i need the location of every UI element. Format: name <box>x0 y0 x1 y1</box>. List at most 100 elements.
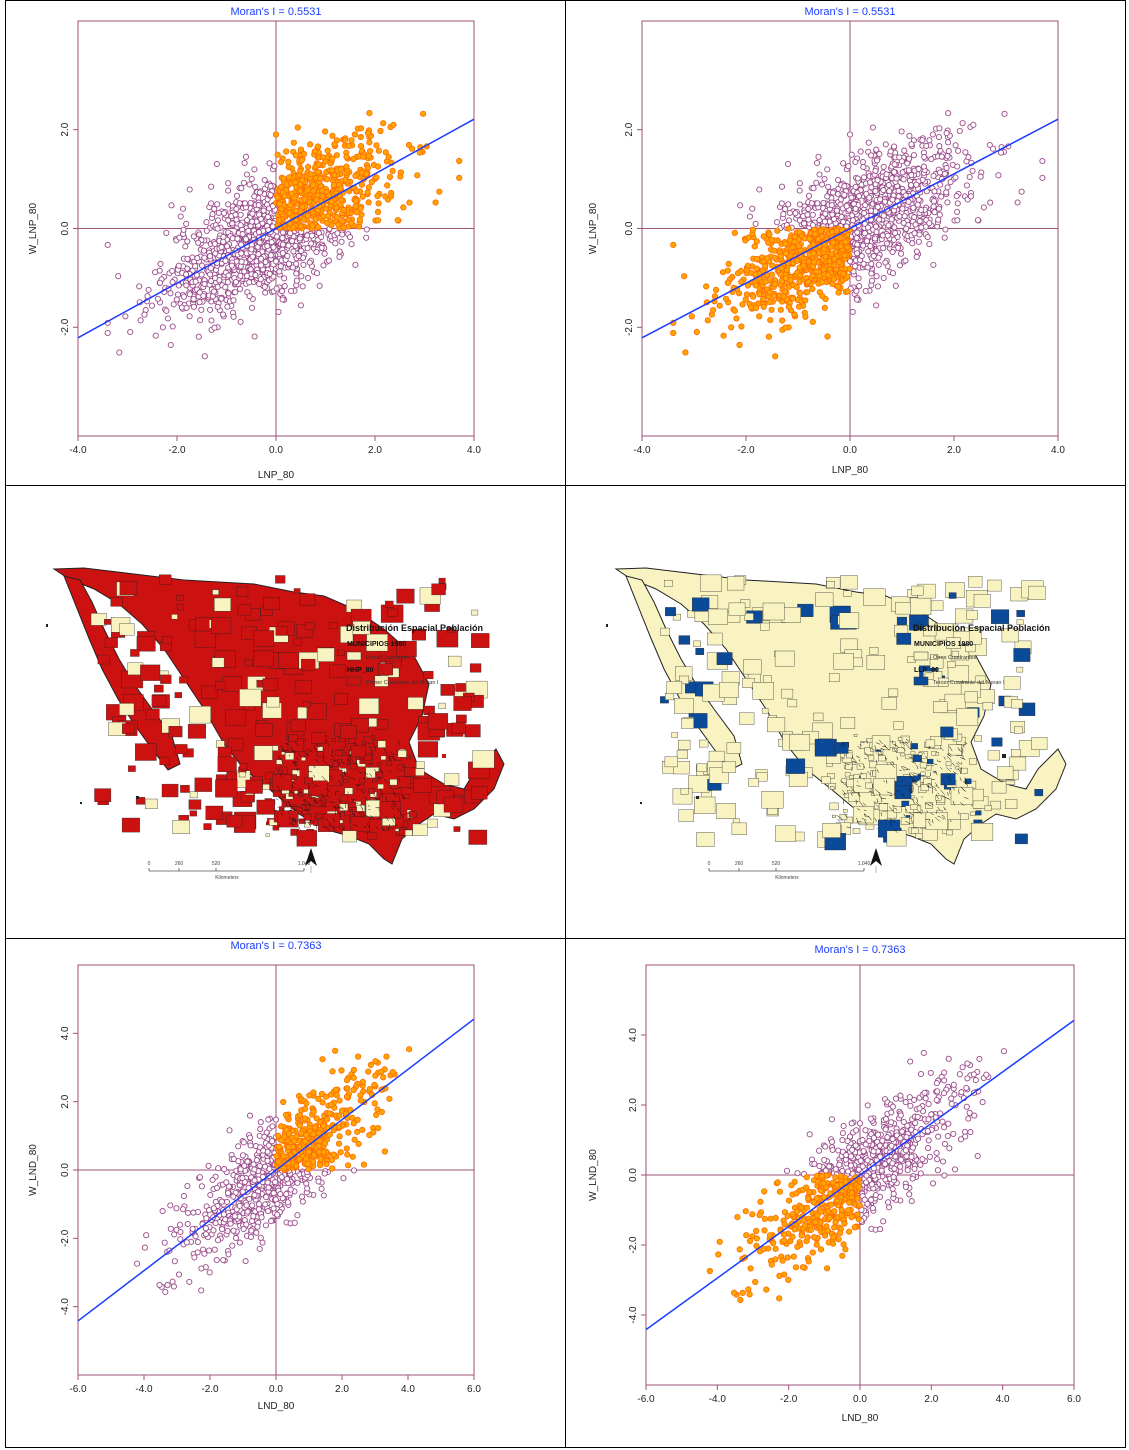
municipality <box>290 719 306 732</box>
data-point <box>208 200 215 207</box>
boundary-stroke <box>328 823 331 827</box>
municipality <box>948 592 957 599</box>
data-point-highlight <box>753 238 760 245</box>
municipality <box>1009 756 1027 771</box>
data-point <box>887 148 894 155</box>
boundary-stroke <box>901 741 907 745</box>
boundary-stroke <box>297 805 303 809</box>
data-point <box>183 282 190 289</box>
data-point <box>346 234 354 241</box>
boundary-stroke <box>355 784 361 787</box>
data-point <box>206 1269 213 1276</box>
data-point-highlight <box>802 297 809 304</box>
boundary-stroke <box>894 789 900 792</box>
data-point <box>880 187 887 194</box>
data-point-highlight <box>314 169 322 176</box>
municipality <box>396 640 417 658</box>
municipality <box>815 592 834 607</box>
data-point <box>279 229 286 236</box>
boundary-stroke <box>373 768 377 772</box>
boundary-stroke <box>885 761 887 763</box>
data-point-highlight <box>830 276 838 283</box>
boundary-stroke <box>861 817 867 821</box>
boundary-stroke <box>862 802 867 807</box>
municipality <box>168 726 183 738</box>
data-point <box>883 171 890 178</box>
municipality <box>860 773 867 779</box>
municipality <box>265 833 270 837</box>
data-point <box>196 299 203 306</box>
data-point <box>786 217 793 224</box>
data-point <box>873 157 881 164</box>
data-point <box>239 231 246 238</box>
data-point-highlight <box>357 125 365 132</box>
island <box>442 754 446 758</box>
boundary-stroke <box>963 741 968 745</box>
data-point-highlight <box>373 142 380 149</box>
boundary-stroke <box>375 799 379 801</box>
data-point <box>952 142 959 149</box>
boundary-stroke <box>894 793 898 797</box>
boundary-stroke <box>886 791 892 794</box>
boundary-stroke <box>384 750 388 755</box>
boundary-stroke <box>851 791 854 794</box>
municipality <box>468 829 488 845</box>
boundary-stroke <box>873 801 877 804</box>
data-point <box>208 183 215 190</box>
data-point <box>252 183 259 190</box>
municipality <box>1013 648 1031 662</box>
data-point <box>255 251 262 258</box>
data-point <box>899 205 906 212</box>
municipality <box>216 740 225 748</box>
data-point <box>261 283 268 290</box>
data-point <box>201 280 208 288</box>
data-point-highlight <box>764 255 771 262</box>
data-point <box>885 222 892 229</box>
map-hh-population: Distribución Espacial PoblaciónMUNICIPIO… <box>46 567 505 881</box>
municipality <box>279 806 285 811</box>
municipality <box>262 678 278 691</box>
data-point <box>854 250 861 257</box>
data-point <box>218 1198 225 1205</box>
municipality <box>238 771 246 778</box>
scale-tick-label: 1,040 <box>858 861 871 867</box>
data-point <box>234 235 241 242</box>
municipality <box>110 597 123 607</box>
data-point <box>919 137 926 144</box>
data-point <box>235 1143 242 1150</box>
data-point <box>914 201 921 208</box>
municipality <box>841 778 847 783</box>
data-point <box>137 317 144 324</box>
data-point <box>177 1236 184 1243</box>
municipality <box>695 648 705 655</box>
data-point <box>266 160 273 167</box>
data-point <box>211 240 218 247</box>
municipality <box>299 818 306 824</box>
municipality <box>277 810 299 828</box>
data-point <box>912 221 919 228</box>
boundary-stroke <box>363 771 366 775</box>
boundary-stroke <box>399 826 404 829</box>
data-point <box>350 1167 358 1174</box>
boundary-stroke <box>860 772 863 775</box>
data-point-highlight <box>357 205 364 212</box>
data-point <box>321 250 328 257</box>
boundary-stroke <box>941 816 945 820</box>
data-point <box>183 271 190 278</box>
data-point <box>864 264 871 271</box>
boundary-stroke <box>319 799 324 802</box>
data-point-highlight <box>306 141 314 148</box>
boundary-stroke <box>396 807 401 813</box>
data-point <box>896 213 903 220</box>
data-point <box>868 270 875 277</box>
boundary-stroke <box>373 742 375 748</box>
data-point <box>190 1209 197 1216</box>
data-point <box>167 290 174 297</box>
boundary-stroke <box>309 748 312 753</box>
boundary-stroke <box>299 738 301 741</box>
municipality <box>910 795 915 799</box>
municipality <box>443 796 464 813</box>
legend-swatch-highlight <box>913 676 929 686</box>
boundary-stroke <box>362 808 364 813</box>
boundary-stroke <box>298 826 301 831</box>
